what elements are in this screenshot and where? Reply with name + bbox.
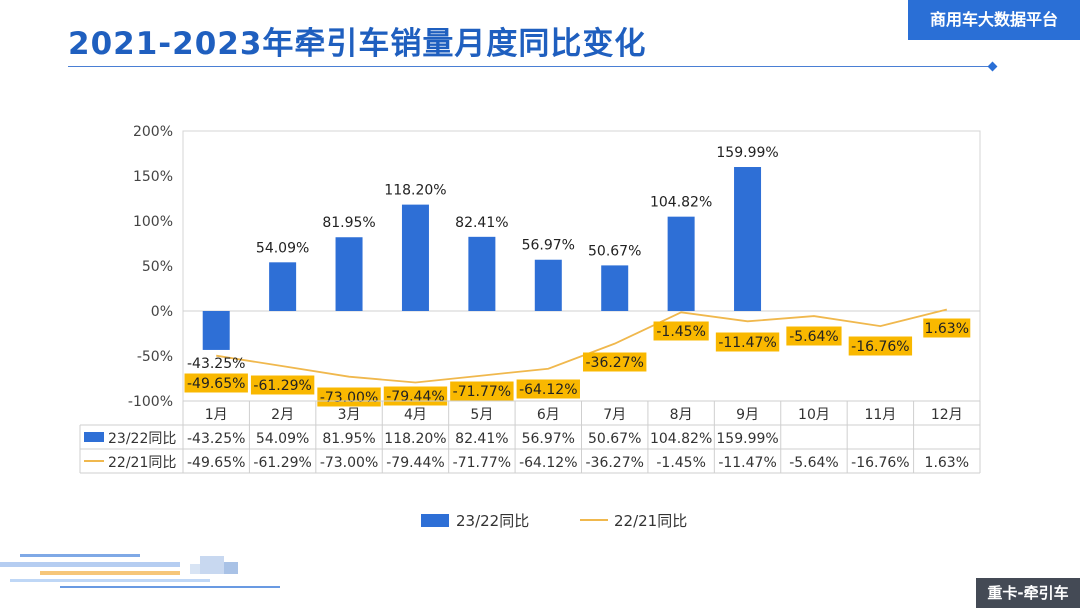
- bar-data-label: 50.67%: [588, 243, 641, 259]
- page-title: 2021-2023年牵引车销量月度同比变化: [68, 26, 647, 62]
- line-data-label: -79.44%: [386, 389, 444, 405]
- bar: [335, 237, 363, 311]
- line-data-label: -36.27%: [585, 355, 643, 371]
- line-data-label: -61.29%: [253, 378, 311, 394]
- x-tick-label: 10月: [798, 407, 830, 423]
- bar-data-label: 81.95%: [322, 215, 375, 231]
- line-data-label: -73.00%: [320, 390, 378, 406]
- table-legend-key: [84, 432, 104, 442]
- line-label-box: [583, 352, 647, 372]
- legend-label: 23/22同比: [456, 512, 529, 530]
- bar: [468, 236, 496, 311]
- table-cell: 118.20%: [384, 431, 446, 447]
- y-tick-label: 200%: [133, 124, 173, 140]
- line-data-label: -16.76%: [851, 339, 909, 355]
- x-tick-label: 9月: [736, 407, 759, 423]
- line-data-label: -49.65%: [187, 376, 245, 392]
- table-cell: -43.25%: [187, 431, 245, 447]
- table-row-label: 22/21同比: [108, 455, 176, 471]
- title-divider: [68, 66, 994, 67]
- bar: [202, 311, 230, 350]
- x-tick-label: 2月: [271, 407, 294, 423]
- line-data-label: -11.47%: [718, 335, 776, 351]
- line-label-box: [786, 326, 842, 346]
- bar: [667, 216, 695, 311]
- bar-data-label: -43.25%: [187, 356, 245, 372]
- table-cell: -11.47%: [718, 455, 776, 471]
- y-tick-label: 150%: [133, 169, 173, 185]
- line-data-label: -5.64%: [789, 329, 839, 345]
- table-cell: -64.12%: [519, 455, 577, 471]
- line-label-box: [653, 321, 709, 341]
- x-tick-label: 7月: [603, 407, 626, 423]
- table-cell: 81.95%: [322, 431, 375, 447]
- y-tick-label: 0%: [151, 304, 173, 320]
- line-label-box: [516, 379, 580, 399]
- y-tick-label: -100%: [128, 394, 173, 410]
- line-label-box: [923, 318, 971, 338]
- line-data-label: -1.45%: [656, 324, 706, 340]
- bar: [534, 259, 562, 311]
- table-cell: -79.44%: [386, 455, 444, 471]
- table-cell: 82.41%: [455, 431, 508, 447]
- y-tick-label: -50%: [137, 349, 173, 365]
- x-tick-label: 4月: [404, 407, 427, 423]
- table-cell: -49.65%: [187, 455, 245, 471]
- x-tick-label: 5月: [470, 407, 493, 423]
- bar: [269, 262, 297, 311]
- bar: [401, 204, 429, 311]
- legend-swatch: [421, 514, 449, 527]
- legend-label: 22/21同比: [614, 512, 687, 530]
- series-line: [216, 308, 948, 384]
- line-data-label: 1.63%: [925, 321, 969, 337]
- table-cell: 1.63%: [925, 455, 969, 471]
- x-tick-label: 12月: [931, 407, 963, 423]
- table-cell: 54.09%: [256, 431, 309, 447]
- table-cell: 56.97%: [522, 431, 575, 447]
- line-data-label: -71.77%: [453, 384, 511, 400]
- bar-data-label: 104.82%: [650, 195, 712, 211]
- table-cell: -36.27%: [585, 455, 643, 471]
- x-tick-label: 8月: [670, 407, 693, 423]
- y-tick-label: 100%: [133, 214, 173, 230]
- line-label-box: [184, 373, 248, 393]
- plot-area-border: [182, 130, 981, 402]
- x-tick-label: 3月: [338, 407, 361, 423]
- bar: [601, 265, 629, 311]
- table-row-label: 23/22同比: [108, 431, 176, 447]
- bar: [734, 167, 762, 311]
- line-label-box: [715, 332, 780, 352]
- x-tick-label: 6月: [537, 407, 560, 423]
- speed-lines-decoration: [0, 554, 280, 588]
- y-tick-label: 50%: [142, 259, 173, 275]
- table-cell: -16.76%: [851, 455, 909, 471]
- table-cell: 104.82%: [650, 431, 712, 447]
- table-cell: -71.77%: [453, 455, 511, 471]
- bar-data-label: 118.20%: [384, 183, 446, 199]
- line-label-box: [848, 336, 913, 356]
- bar-data-label: 82.41%: [455, 215, 508, 231]
- table-cell: -5.64%: [789, 455, 839, 471]
- line-label-box: [250, 375, 315, 395]
- bar-data-label: 56.97%: [522, 238, 575, 254]
- line-data-label: -64.12%: [519, 382, 577, 398]
- category-badge: 重卡-牵引车: [976, 578, 1080, 608]
- x-tick-label: 11月: [864, 407, 896, 423]
- table-cell: -61.29%: [253, 455, 311, 471]
- line-label-box: [317, 387, 381, 407]
- bar-data-label: 54.09%: [256, 240, 309, 256]
- table-cell: -73.00%: [320, 455, 378, 471]
- platform-brand-tag: 商用车大数据平台: [908, 0, 1080, 40]
- table-cell: -1.45%: [656, 455, 706, 471]
- bar-data-label: 159.99%: [716, 145, 778, 161]
- x-tick-label: 1月: [205, 407, 228, 423]
- table-cell: 159.99%: [716, 431, 778, 447]
- line-label-box: [450, 381, 514, 401]
- table-cell: 50.67%: [588, 431, 641, 447]
